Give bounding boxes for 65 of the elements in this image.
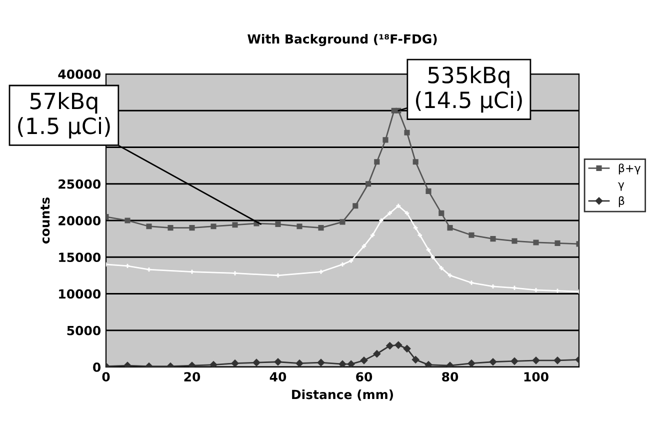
- point: [296, 224, 302, 230]
- point: [210, 361, 218, 367]
- point: [533, 240, 539, 246]
- point: [468, 360, 476, 367]
- point: [412, 159, 418, 165]
- point: [512, 238, 518, 244]
- point: [252, 358, 260, 366]
- point: [374, 159, 380, 165]
- point: [447, 225, 453, 231]
- y-tick-label: 10000: [59, 289, 101, 299]
- point: [468, 232, 474, 238]
- point: [360, 356, 368, 364]
- y-tick-label: 5000: [67, 326, 101, 336]
- point: [424, 361, 432, 367]
- point: [510, 358, 518, 365]
- point: [338, 360, 346, 367]
- chart-title: With Background (¹⁸F-FDG): [248, 34, 437, 46]
- point: [340, 219, 346, 225]
- point: [231, 360, 239, 367]
- x-tick-label: 80: [442, 372, 458, 382]
- y-tick-label: 0: [93, 362, 101, 372]
- x-tick-label: 100: [524, 372, 548, 382]
- point: [275, 221, 281, 227]
- point: [146, 224, 152, 230]
- point: [373, 350, 381, 358]
- point: [489, 358, 497, 366]
- point: [189, 225, 195, 231]
- point: [274, 358, 282, 366]
- point: [490, 236, 496, 242]
- point: [403, 345, 411, 352]
- x-tick-label: 20: [184, 372, 200, 382]
- point: [347, 360, 355, 367]
- point: [404, 130, 410, 136]
- y-tick-label: 20000: [58, 216, 101, 226]
- x-axis-title: Distance (mm): [292, 390, 393, 401]
- point: [382, 137, 388, 143]
- point: [210, 224, 216, 230]
- annotation: 57kBq (1.5 μCi): [18, 92, 110, 139]
- point: [554, 356, 562, 364]
- point: [352, 203, 358, 209]
- point: [386, 342, 394, 350]
- point: [426, 188, 432, 194]
- point: [438, 210, 444, 216]
- y-tick-label: 25000: [58, 179, 101, 189]
- y-tick-label: 15000: [59, 252, 101, 262]
- text: γ: [618, 182, 624, 191]
- x-tick-label: 40: [270, 372, 286, 382]
- legend-label: β+γ: [618, 164, 641, 174]
- point: [394, 341, 402, 349]
- annotation: 535kBq (14.5 μCi): [416, 66, 522, 113]
- point: [554, 240, 560, 246]
- x-tick-label: 0: [102, 372, 110, 382]
- y-tick-label: 40000: [58, 69, 101, 79]
- x-tick-label: 60: [356, 372, 372, 382]
- legend-label: β: [618, 196, 624, 208]
- point: [317, 358, 325, 366]
- point: [318, 225, 324, 231]
- point: [296, 360, 304, 367]
- point: [232, 222, 238, 228]
- point: [168, 225, 174, 231]
- point: [124, 218, 130, 224]
- point: [532, 356, 540, 364]
- point: [412, 356, 420, 364]
- y-axis-title: counts: [40, 197, 50, 244]
- point: [366, 181, 372, 187]
